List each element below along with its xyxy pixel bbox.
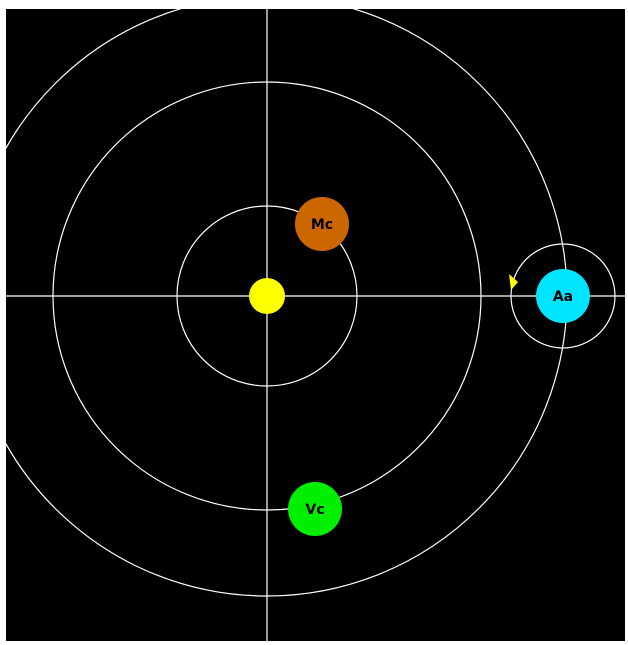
planet-mc-label: Mc <box>311 217 333 233</box>
game-viewport[interactable]: Mc Vc Aa <box>6 9 625 641</box>
orbit-ring-outer <box>6 9 568 597</box>
ship-marker[interactable] <box>509 274 518 290</box>
orbit-ring-inner <box>176 205 358 387</box>
planet-vc-label: Vc <box>305 502 324 518</box>
orbit-map[interactable]: Mc Vc Aa <box>6 9 625 641</box>
sun[interactable] <box>249 278 285 314</box>
planet-mc[interactable]: Mc <box>295 197 349 251</box>
planet-aa[interactable]: Aa <box>536 269 590 323</box>
planet-vc[interactable]: Vc <box>288 482 342 536</box>
planet-aa-label: Aa <box>553 289 573 305</box>
orbit-ring-middle <box>52 81 482 511</box>
aa-local-ring <box>510 243 616 349</box>
